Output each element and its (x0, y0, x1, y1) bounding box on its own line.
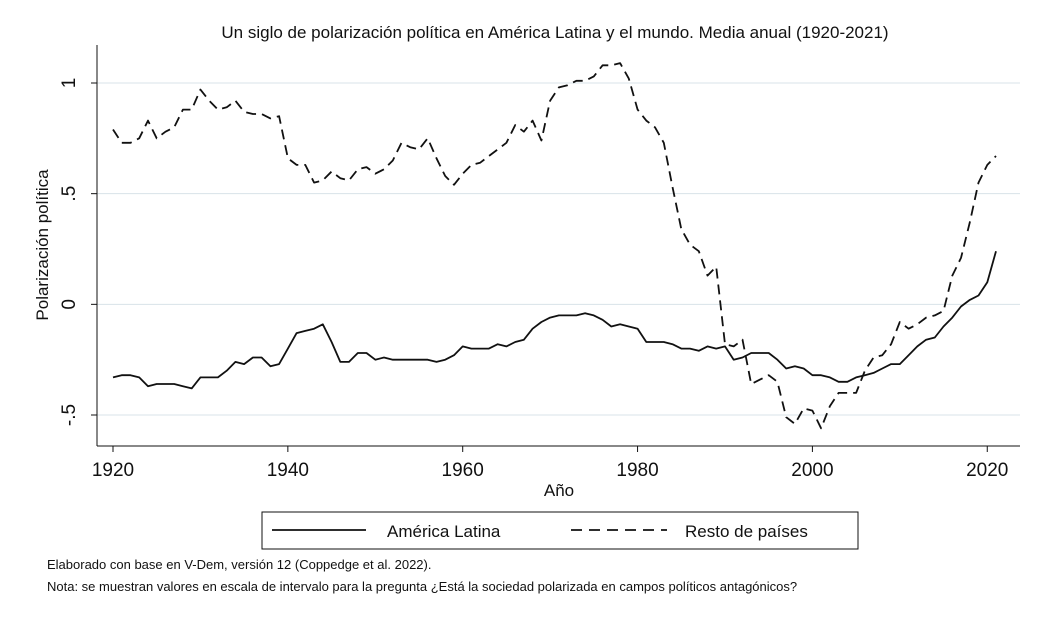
y-tick-label-1: 0 (59, 299, 80, 310)
gridlines (97, 82, 1020, 416)
y-ticks: -.5 0 .5 1 (59, 78, 97, 426)
series-line-america-latina (112, 250, 997, 390)
y-tick-label-0: -.5 (59, 404, 80, 426)
x-ticks: 1920 1940 1960 1980 2000 2020 (92, 446, 1008, 481)
series-group (112, 62, 997, 430)
x-tick-label-3: 1980 (616, 460, 658, 481)
chart-title: Un siglo de polarización política en Amé… (221, 23, 888, 42)
x-tick-label-2: 1960 (442, 460, 484, 481)
x-tick-label-5: 2020 (966, 460, 1008, 481)
y-axis-title: Polarización política (33, 169, 52, 321)
legend-label-america-latina: América Latina (387, 522, 501, 541)
source-note: Elaborado con base en V-Dem, versión 12 … (47, 557, 432, 572)
series-line-resto-paises (112, 62, 997, 430)
legend: América Latina Resto de países (261, 511, 859, 550)
y-tick-label-2: .5 (59, 186, 80, 202)
x-tick-label-4: 2000 (791, 460, 833, 481)
explanatory-note: Nota: se muestran valores en escala de i… (47, 579, 798, 594)
legend-label-resto-paises: Resto de países (685, 522, 808, 541)
x-tick-label-1: 1940 (267, 460, 309, 481)
y-tick-label-3: 1 (59, 78, 80, 89)
x-tick-label-0: 1920 (92, 460, 134, 481)
x-axis-title: Año (544, 481, 574, 500)
